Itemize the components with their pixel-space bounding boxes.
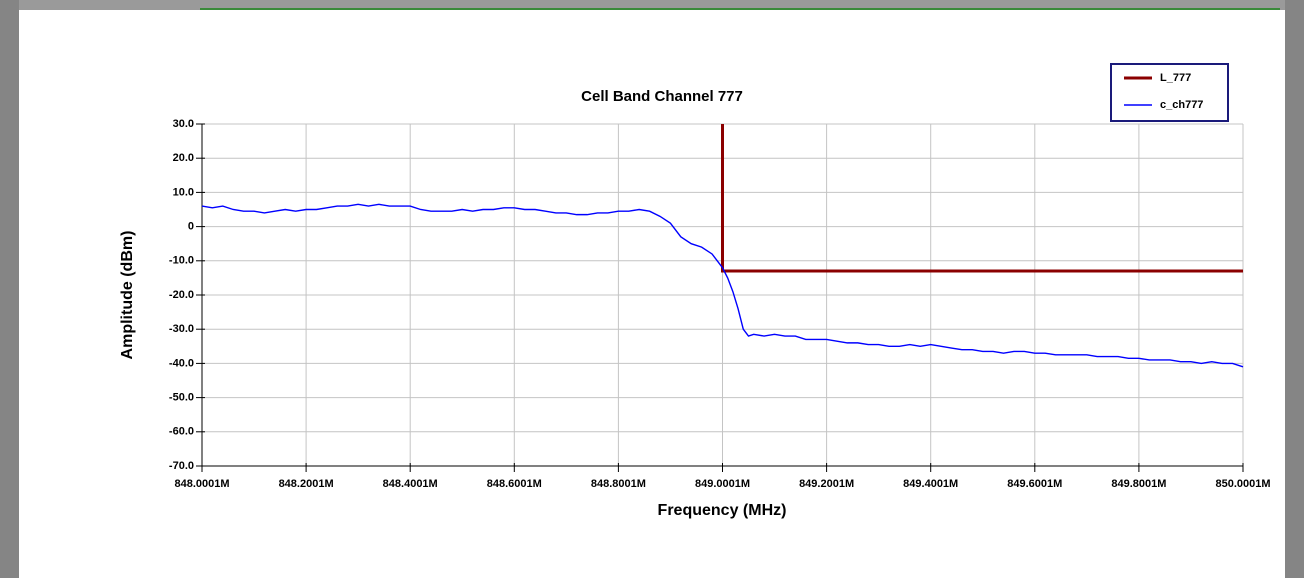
x-tick-label: 849.6001M: [1007, 478, 1062, 490]
series-line: [721, 124, 1243, 273]
legend-label: L_777: [1160, 72, 1191, 84]
x-tick-label: 849.8001M: [1111, 478, 1166, 490]
x-tick-label: 848.6001M: [487, 478, 542, 490]
x-tick-label: 848.8001M: [591, 478, 646, 490]
right-frame: [1285, 0, 1304, 578]
y-tick-label: -30.0: [169, 323, 194, 335]
chart-title: Cell Band Channel 777: [581, 88, 743, 105]
x-tick-label: 849.4001M: [903, 478, 958, 490]
x-tick-label: 848.0001M: [174, 478, 229, 490]
y-tick-label: -10.0: [169, 255, 194, 267]
y-tick-label: 0: [188, 221, 194, 233]
y-tick-label: -50.0: [169, 392, 194, 404]
legend-label: c_ch777: [1160, 99, 1203, 111]
y-tick-label: 10.0: [173, 186, 194, 198]
left-frame: [0, 0, 19, 578]
legend: [1110, 63, 1229, 122]
x-tick-label: 849.2001M: [799, 478, 854, 490]
y-axis-title: Amplitude (dBm): [119, 231, 136, 360]
x-axis-title: Frequency (MHz): [658, 502, 787, 519]
top-bar: [0, 0, 1304, 10]
y-tick-label: -70.0: [169, 460, 194, 472]
x-tick-label: 850.0001M: [1215, 478, 1270, 490]
x-tick-label: 848.2001M: [279, 478, 334, 490]
y-tick-label: 30.0: [173, 118, 194, 130]
y-tick-label: -20.0: [169, 289, 194, 301]
series-line: [201, 203, 1244, 368]
y-tick-label: 20.0: [173, 152, 194, 164]
x-tick-label: 848.4001M: [383, 478, 438, 490]
y-tick-label: -60.0: [169, 426, 194, 438]
y-tick-label: -40.0: [169, 357, 194, 369]
x-tick-label: 849.0001M: [695, 478, 750, 490]
